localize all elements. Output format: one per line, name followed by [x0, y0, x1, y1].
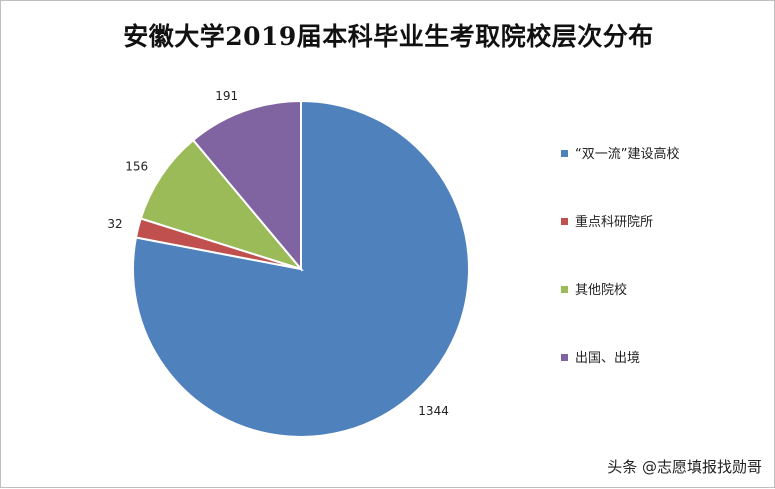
legend-swatch-2 [561, 218, 568, 225]
legend-label-4: 出国、出境 [575, 351, 640, 366]
legend-label-3: 其他院校 [575, 282, 627, 298]
data-label-2: 32 [107, 217, 122, 231]
watermark-text: 头条 @志愿填报找勋哥 [607, 458, 762, 476]
legend-swatch-3 [561, 286, 568, 293]
data-label-3: 156 [125, 160, 148, 174]
legend-swatch-1 [561, 150, 568, 157]
legend-swatch-4 [561, 354, 568, 361]
data-label-1: 1344 [418, 404, 449, 418]
legend-label-1: “双一流”建设高校 [575, 146, 679, 162]
pie-slice-1 [131, 99, 470, 438]
pie-slice-4 [191, 99, 302, 272]
pie-slice-3 [139, 138, 304, 271]
data-label-4: 191 [215, 89, 238, 103]
legend-label-2: 重点科研院所 [575, 214, 653, 230]
chart-title: 安徽大学2019届本科毕业生考取院校层次分布 [123, 22, 654, 51]
